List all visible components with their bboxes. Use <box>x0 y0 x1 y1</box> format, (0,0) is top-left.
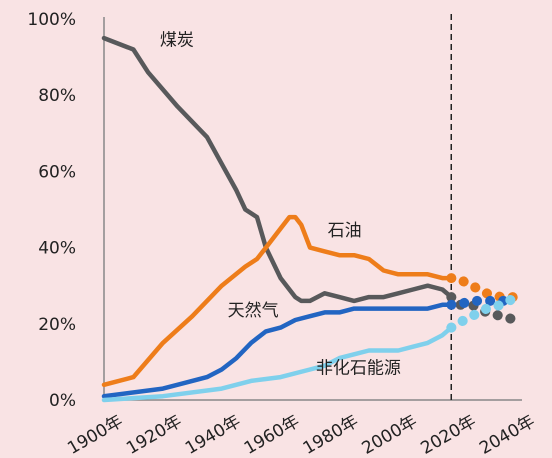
x-tick-label: 1980年 <box>300 411 362 458</box>
series-line-historical <box>101 214 454 388</box>
y-tick-label: 60% <box>38 162 76 182</box>
x-tick-label: 1940年 <box>182 411 244 458</box>
y-tick-label: 40% <box>38 239 76 259</box>
y-tick-label: 100% <box>27 10 76 30</box>
series-label: 石油 <box>328 221 362 241</box>
series-line-historical <box>101 302 454 399</box>
x-tick-label: 1960年 <box>241 411 303 458</box>
x-tick-label: 2040年 <box>476 411 538 458</box>
y-tick-label: 80% <box>38 86 76 106</box>
series-line-projection <box>446 295 521 310</box>
series-label: 煤炭 <box>160 31 194 51</box>
series-line-historical <box>101 325 454 403</box>
series-label: 非化石能源 <box>316 358 401 378</box>
x-tick-label: 1920年 <box>123 411 185 458</box>
x-tick-label: 2000年 <box>359 411 421 458</box>
series-layer <box>101 35 521 403</box>
x-tick-label: 2020年 <box>417 411 479 458</box>
series-label: 天然气 <box>228 301 279 321</box>
chart-axes <box>103 14 522 401</box>
series-line-historical <box>101 35 454 304</box>
y-tick-label: 20% <box>38 315 76 335</box>
series-line-projection <box>446 273 521 303</box>
x-tick-label: 1900年 <box>64 411 126 458</box>
y-tick-label: 0% <box>49 391 76 411</box>
